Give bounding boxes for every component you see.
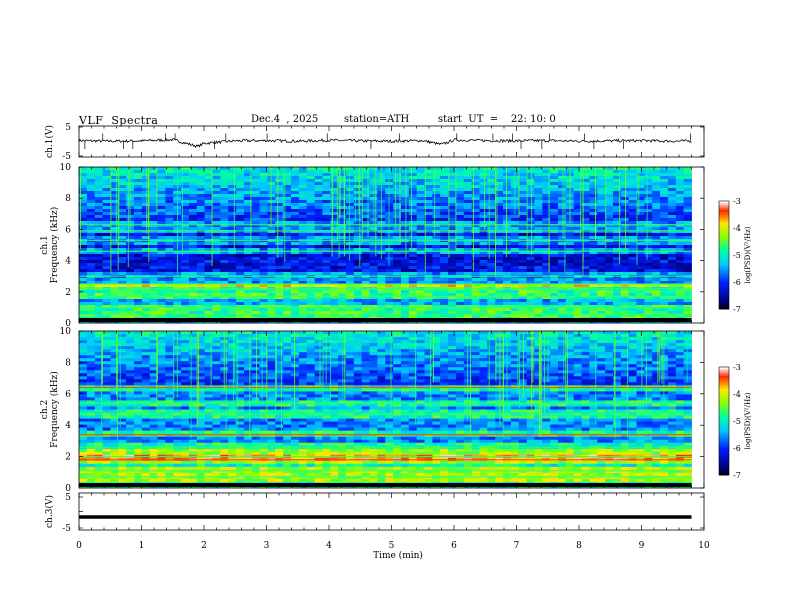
ch1-spec-dc-band (79, 318, 692, 322)
ch2-spec-ylabel: Frequency (kHz) (49, 371, 60, 448)
ch1-spec-ytick-4: 4 (65, 257, 71, 267)
ch3-waveform-frame-ticks (78, 493, 705, 530)
ch1-ylabel: ch.1(V) (44, 125, 55, 158)
ch1-spec-channel-label: ch.1 (40, 235, 50, 254)
ch2-spec-ytick-0: 0 (65, 484, 71, 494)
ch2-spec-colorbar-tick-0: -3 (733, 363, 741, 372)
time-tick-7: 7 (514, 541, 520, 551)
ch3-waveform-frame (78, 492, 705, 531)
ch1-spec-ytick-2: 2 (65, 288, 71, 298)
ch1-spec-ytick-6: 6 (65, 225, 71, 235)
ch1-spec-colorbar-tick-2: -5 (733, 251, 741, 260)
ch1-spec-ylabel: Frequency (kHz) (49, 207, 60, 284)
ch1-spec-sferics (80, 167, 648, 276)
time-tick-1: 1 (139, 541, 145, 551)
ch2-spec-cells (79, 331, 692, 489)
ch1-spec-colorbar-tick-3: -6 (733, 278, 741, 287)
ch2-spec-colorbar (719, 367, 729, 476)
time-tick-9: 9 (639, 541, 645, 551)
ch2-spec-ytick-4: 4 (65, 421, 71, 431)
time-tick-3: 3 (264, 541, 270, 551)
ch2-spec-colorbar-tick-4: -7 (733, 471, 741, 480)
ch1-spec-ytick-8: 8 (65, 194, 71, 204)
ch1-spec-colorbar-tick-1: -4 (733, 224, 741, 233)
ch2-spec-sferics (101, 331, 688, 440)
start-time-label: start UT = 22: 10: 0 (438, 114, 556, 125)
ch1-waveform-frame-ticks (78, 126, 705, 157)
date-label: Dec.4 , 2025 (251, 114, 319, 125)
ch2-spec-ytick-10: 10 (60, 327, 72, 337)
ch1-spec-colorbar-frame (718, 200, 730, 310)
time-tick-10: 10 (698, 541, 710, 551)
ch2-spec-ytick-6: 6 (65, 390, 71, 400)
time-tick-2: 2 (201, 541, 207, 551)
time-tick-6: 6 (451, 541, 457, 551)
ch1-spec-ytick-10: 10 (60, 163, 72, 173)
ch2-spec-dc-band (79, 483, 692, 487)
ch2-spec-colorbar-frame (718, 366, 730, 476)
ch3-ytick-5: 5 (65, 493, 71, 503)
ch1-spec-colorbar (719, 201, 729, 310)
ch3-ylabel: ch.3(V) (44, 495, 55, 528)
time-tick-0: 0 (76, 541, 82, 551)
ch2-spec-ytick-8: 8 (65, 358, 71, 368)
ch2-spec-colorbar-label: log(PSD)(V²/Hz) (744, 392, 752, 449)
ch1-ytick-bottom: -5 (62, 152, 71, 162)
ch3-ytick--5: -5 (62, 524, 71, 534)
time-tick-8: 8 (576, 541, 582, 551)
figure-title: VLF Spectra (79, 114, 159, 127)
ch1-spec-frame-ticks (78, 167, 705, 323)
time-tick-4: 4 (326, 541, 332, 551)
ch1-spec-colorbar-tick-4: -7 (733, 305, 741, 314)
ch1-trace (78, 137, 692, 149)
ch2-spec-frame-ticks (78, 331, 705, 488)
ch1-spec-colorbar-label: log(PSD)(V²/Hz) (744, 226, 752, 283)
ch2-spec-colorbar-tick-1: -4 (733, 390, 741, 399)
ch1-ytick-top: 5 (65, 123, 71, 133)
time-tick-5: 5 (389, 541, 395, 551)
ch2-spec-channel-label: ch.2 (40, 400, 50, 419)
ch2-spec-ytick-2: 2 (65, 453, 71, 463)
ch2-spec-colorbar-tick-2: -5 (733, 417, 741, 426)
ch1-spec-colorbar-tick-0: -3 (733, 197, 741, 206)
station-label: station=ATH (344, 114, 410, 125)
ch1-spec-ytick-0: 0 (65, 319, 71, 329)
ch2-spec-colorbar-tick-3: -6 (733, 444, 741, 453)
time-axis-label: Time (min) (373, 550, 423, 561)
ch1-spec-cells (79, 167, 692, 324)
